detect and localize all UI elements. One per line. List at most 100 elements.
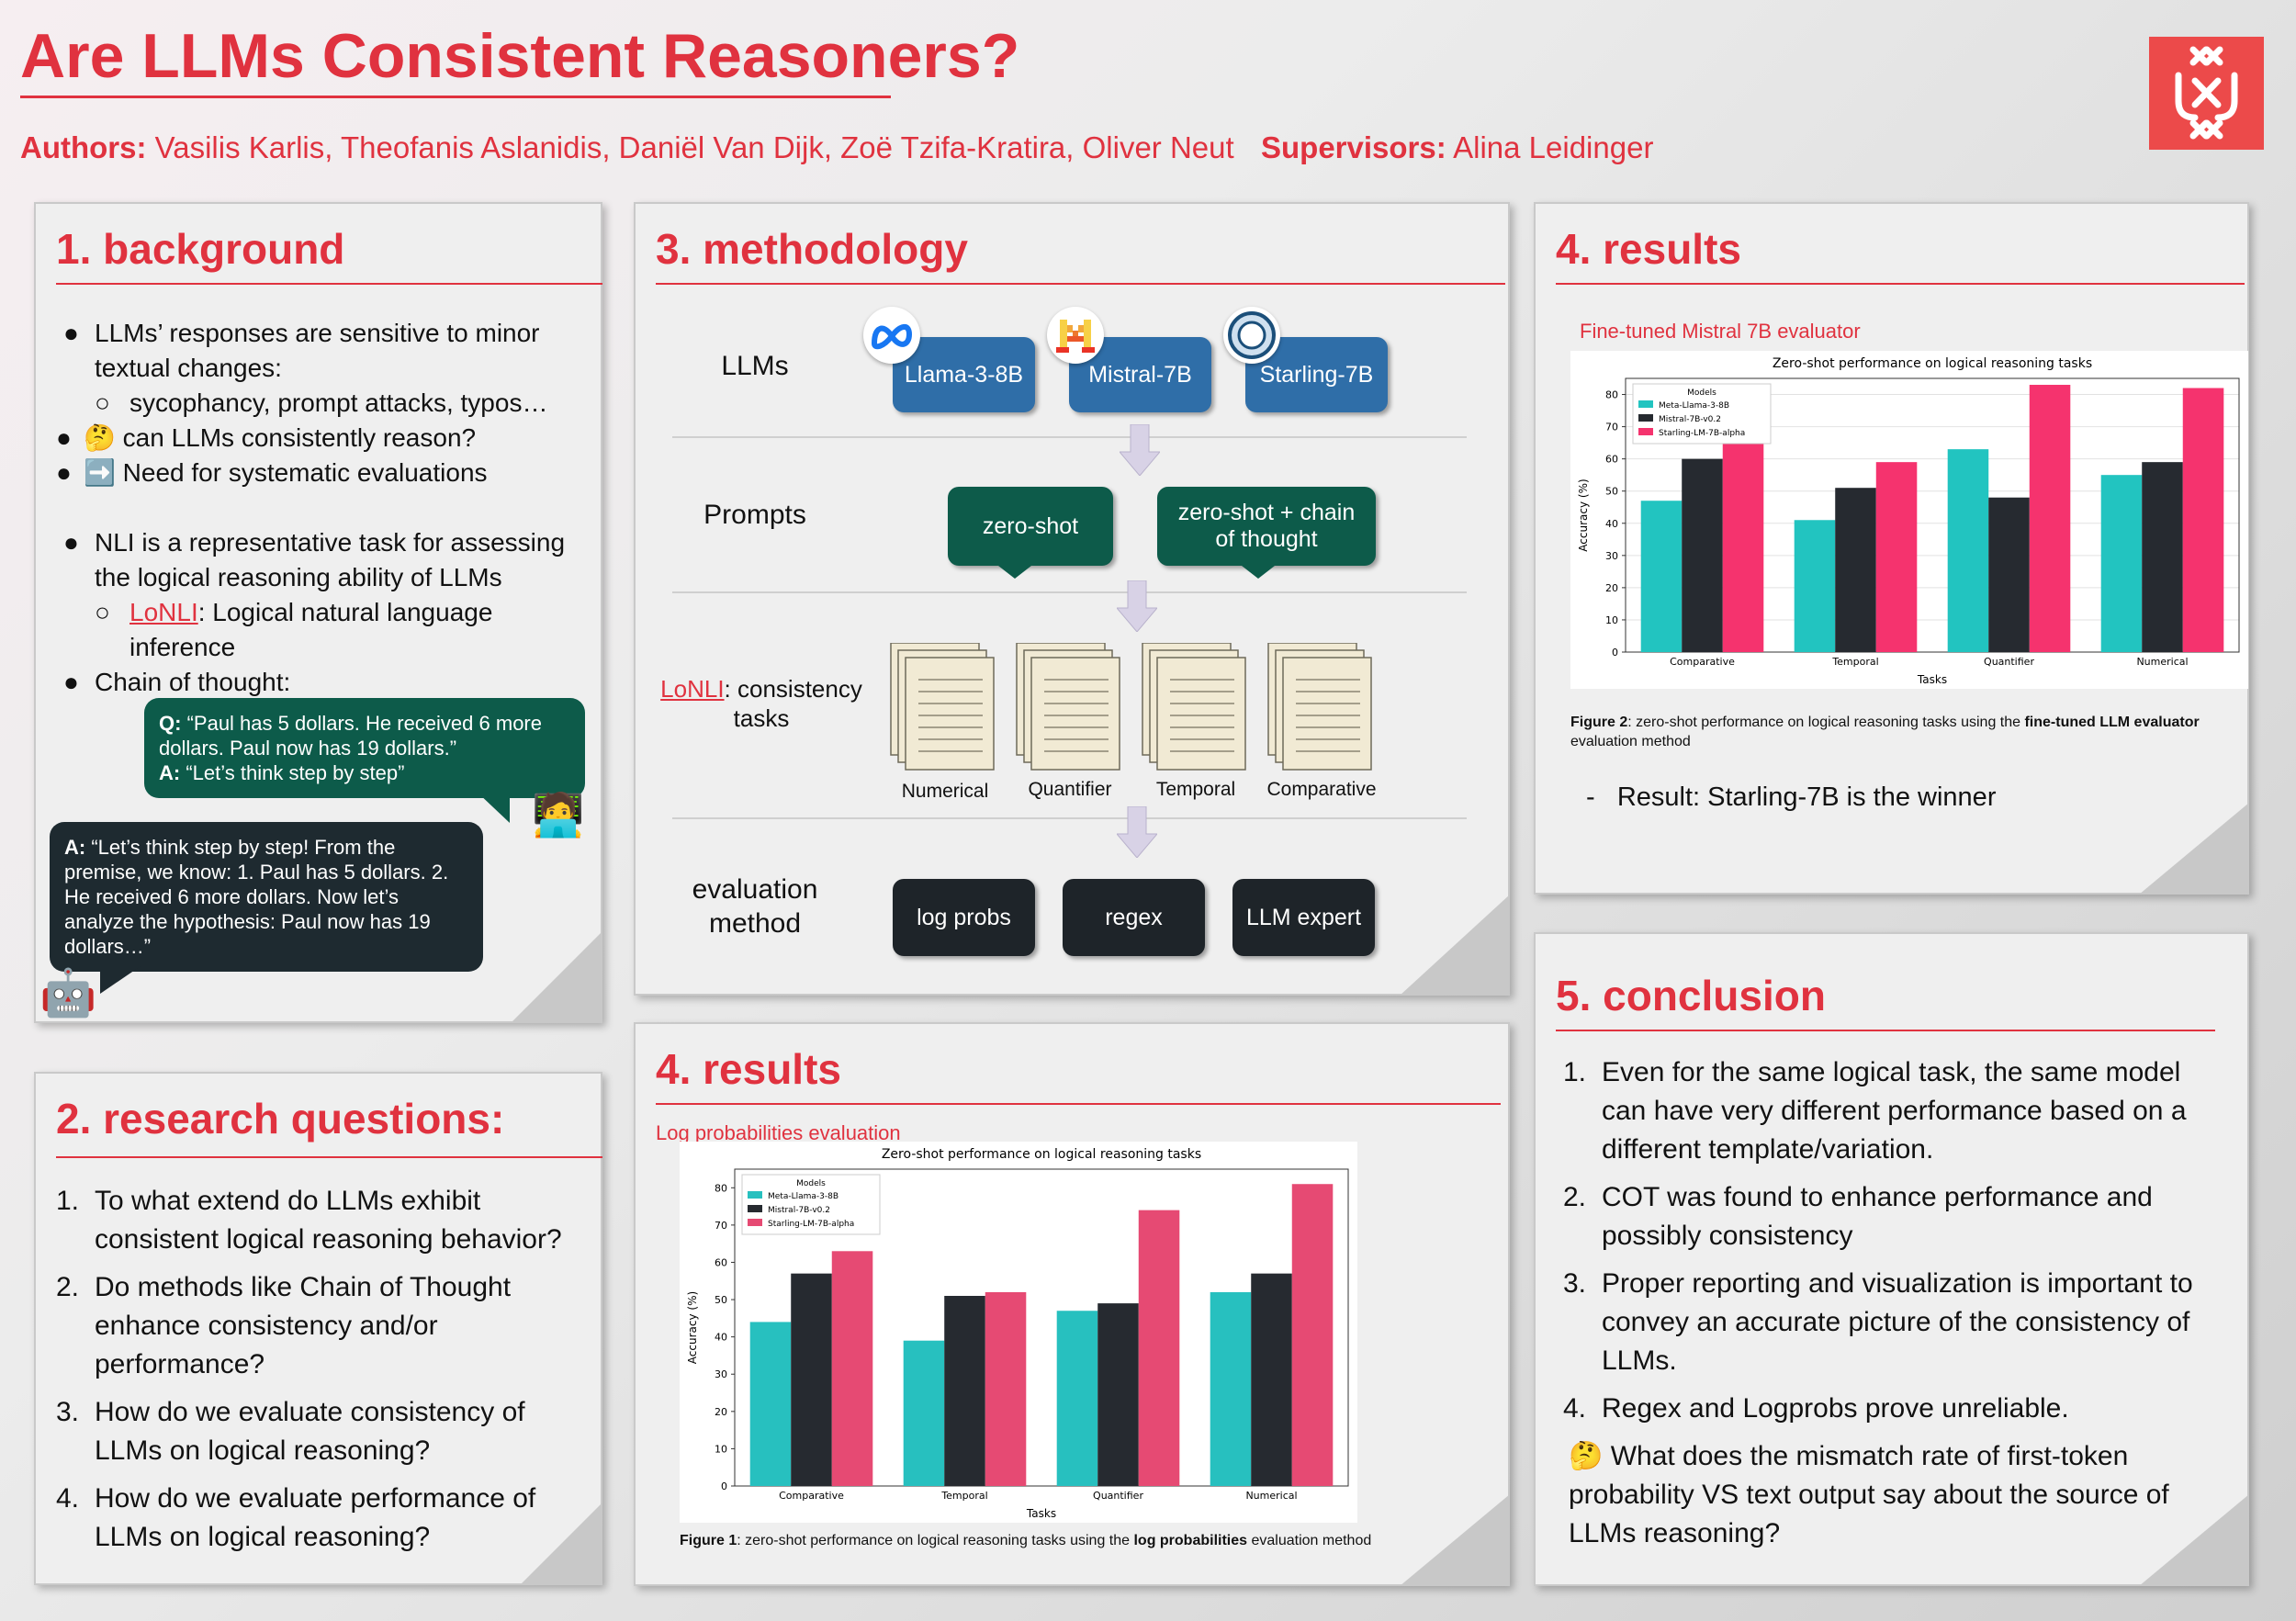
page-curl-corner <box>1400 1494 1510 1586</box>
eval-label: LLM expert <box>1245 904 1362 930</box>
list-item: 1. To what extend do LLMs exhibit consist… <box>56 1186 562 1255</box>
down-arrow-icon <box>1115 580 1159 636</box>
bar-mistral-7b-v0-2 <box>1097 1303 1139 1486</box>
result-line: - Result: Starling-7B is the winner <box>1586 782 1996 813</box>
list-item: 2. COT was found to enhance performance a… <box>1563 1182 2153 1251</box>
bullet-item: ● ➡️ Need for systematic evaluations <box>56 458 488 487</box>
page-curl-corner <box>2139 803 2249 895</box>
open-question: 🤔 What does the mismatch rate of first-t… <box>1569 1437 2224 1553</box>
document-stack-icon <box>1142 642 1246 771</box>
bar-chart-svg: Zero-shot performance on logical reasoni… <box>686 1147 1349 1520</box>
methodology-title: 3. methodology <box>656 225 968 273</box>
research-questions-rule <box>56 1156 602 1158</box>
task-label: Numerical <box>901 781 989 802</box>
bullet-text: LLMs’ responses are sensitive to minor t… <box>95 319 540 382</box>
y-axis-label: Accuracy (%) <box>686 1291 699 1364</box>
result-dash: - <box>1586 782 1595 812</box>
legend-label: Mistral-7B-v0.2 <box>768 1206 830 1215</box>
x-tick-label: Numerical <box>1245 1490 1297 1502</box>
authors-label: Authors: <box>20 130 147 164</box>
y-axis-label: Accuracy (%) <box>1577 478 1590 551</box>
q-label: Q: <box>159 712 182 735</box>
tasks-row-label: LoNLI: consistency tasks <box>656 674 867 733</box>
legend-label: Starling-LM-7B-alpha <box>1659 429 1745 438</box>
sub-bullet-item: ○ sycophancy, prompt attacks, typos… <box>95 388 548 417</box>
x-tick-label: Temporal <box>1831 656 1878 668</box>
bullet-item: ● 🤔 can LLMs consistently reason? <box>56 423 477 452</box>
legend-box <box>1632 383 1772 445</box>
llms-row-label: LLMs <box>721 351 789 381</box>
y-tick-label: 60 <box>1605 454 1618 466</box>
prompt-tail <box>1242 566 1275 579</box>
robot-icon: 🤖 <box>39 967 97 1019</box>
bar-starling-lm-7b-alpha <box>1138 1210 1180 1486</box>
a2-text: “Let’s think step by step! From the prem… <box>64 836 449 958</box>
y-tick-label: 40 <box>1605 518 1618 530</box>
y-tick-label: 80 <box>1605 389 1618 401</box>
question-bubble: Q: “Paul has 5 dollars. He received 6 mo… <box>144 698 585 798</box>
chart-title: Zero-shot performance on logical reasoni… <box>1773 356 2092 371</box>
page-curl-corner <box>2139 1494 2249 1586</box>
results-top-rule <box>1556 283 2245 285</box>
methodology-panel: 3. methodology LLMs Llama-3-8B Mistral-7… <box>634 202 1510 996</box>
bullet-text: Chain of thought: <box>95 668 291 696</box>
conclusion-list: 1. Even for the same logical task, the sa… <box>1563 1053 2224 1553</box>
y-tick-label: 20 <box>1605 582 1618 594</box>
bar-meta-llama-3-8b <box>1947 449 1989 652</box>
supervisors-names: Alina Leidinger <box>1453 130 1654 164</box>
llm-label: Mistral-7B <box>1088 361 1192 388</box>
y-tick-label: 0 <box>1612 647 1618 659</box>
a1-label: A: <box>159 761 181 784</box>
caption-bold: Figure 2 <box>1570 715 1628 730</box>
y-tick-label: 10 <box>1605 614 1618 626</box>
figure1-caption: Figure 1: zero-shot performance on logic… <box>680 1531 1488 1550</box>
authors-names: Vasilis Karlis, Theofanis Aslanidis, Dan… <box>154 130 1234 164</box>
llm-label: Llama-3-8B <box>904 361 1024 388</box>
task-label: Comparative <box>1266 779 1377 800</box>
question-text: To what extend do LLMs exhibit consisten… <box>95 1186 562 1255</box>
y-tick-label: 70 <box>715 1220 727 1232</box>
bar-meta-llama-3-8b <box>2100 475 2143 652</box>
divider <box>672 591 1467 593</box>
y-tick-label: 50 <box>1605 486 1618 498</box>
divider <box>672 436 1467 438</box>
background-rule <box>56 283 602 285</box>
plot-frame <box>734 1168 1349 1487</box>
caption-bold: log probabilities <box>1133 1533 1248 1548</box>
prompt-zero-shot-cot: zero-shot + chain of thought <box>1157 487 1376 566</box>
caption-bold: fine-tuned LLM evaluator <box>2024 715 2200 730</box>
conclusion-text: COT was found to enhance performance and… <box>1602 1182 2153 1251</box>
result-text: Result: Starling-7B is the winner <box>1616 782 1997 812</box>
bar-starling-lm-7b-alpha <box>2029 385 2071 652</box>
legend-label: Meta-Llama-3-8B <box>1659 401 1729 411</box>
bar-starling-lm-7b-alpha <box>985 1291 1027 1486</box>
bar-mistral-7b-v0-2 <box>1835 488 1876 652</box>
bullet-text: NLI is a representative task for assessi… <box>95 528 566 591</box>
bar-meta-llama-3-8b <box>1056 1311 1098 1486</box>
prompt-zero-shot: zero-shot <box>948 487 1113 566</box>
document-stack-icon <box>1016 642 1120 771</box>
conclusion-text: Proper reporting and visualization is im… <box>1602 1268 2193 1376</box>
task-label: Quantifier <box>1028 779 1112 800</box>
research-questions-panel: 2. research questions: 1. To what extend … <box>34 1072 602 1585</box>
lonli-link[interactable]: LoNLI <box>660 675 725 703</box>
uva-logo-icon <box>2149 37 2264 150</box>
page-curl-corner <box>520 1503 602 1585</box>
meta-logo-icon <box>863 307 920 364</box>
bullet-item: ● NLI is a representative task for assess… <box>63 528 566 591</box>
a1-text: “Let’s think step by step” <box>186 761 405 784</box>
background-title: 1. background <box>56 225 345 273</box>
thinking-face-icon: 🤔 <box>84 423 116 452</box>
bar-mistral-7b-v0-2 <box>1682 458 1723 652</box>
list-item: 1. Even for the same logical task, the sa… <box>1563 1057 2187 1165</box>
supervisors-line: Supervisors: Alina Leidinger <box>1261 130 1653 165</box>
x-axis-label: Tasks <box>1917 673 1947 686</box>
lonli-link[interactable]: LoNLI <box>129 598 198 626</box>
mistral-logo-icon <box>1047 307 1104 364</box>
background-bullets: ● LLMs’ responses are sensitive to minor … <box>56 316 580 700</box>
bar-mistral-7b-v0-2 <box>791 1273 832 1486</box>
legend-box <box>741 1174 881 1235</box>
bar-meta-llama-3-8b <box>749 1322 792 1486</box>
answer-bubble: A: “Let’s think step by step! From the p… <box>50 822 483 972</box>
bullet-text: can LLMs consistently reason? <box>122 423 477 452</box>
